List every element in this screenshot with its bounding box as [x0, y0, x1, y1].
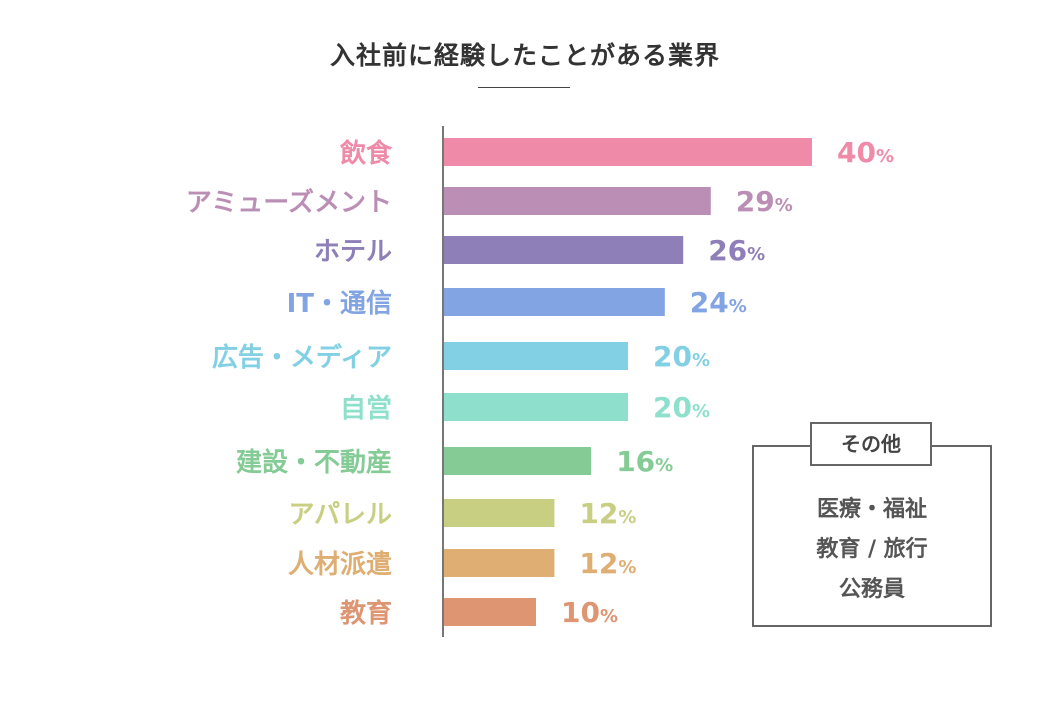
bar: [444, 342, 628, 370]
data-label: 12%: [579, 547, 636, 580]
category-label: 教育: [340, 598, 392, 629]
category-label: 人材派遣: [288, 550, 392, 580]
data-label: 10%: [561, 596, 618, 629]
category-label: アパレル: [289, 500, 392, 530]
category-label: 飲食: [339, 138, 393, 169]
category-label: 建設・不動産: [236, 447, 392, 478]
bar: [444, 499, 555, 527]
data-label: 29%: [736, 185, 793, 218]
data-label: 40%: [837, 136, 894, 169]
category-label: アミューズメント: [186, 187, 392, 218]
other-industries-box: [752, 445, 992, 627]
data-label: 20%: [653, 340, 710, 373]
category-label: 広告・メディア: [212, 342, 392, 373]
title-underline: [478, 87, 570, 88]
bar: [444, 288, 665, 316]
data-label: 24%: [690, 286, 747, 319]
bar: [444, 549, 555, 577]
chart-title: 入社前に経験したことがある業界: [329, 41, 720, 70]
other-industries-list: 医療・福祉 教育 / 旅行 公務員: [752, 490, 992, 610]
bar: [444, 598, 536, 626]
category-label: 自営: [340, 393, 392, 424]
bar: [444, 447, 592, 475]
bar: [444, 236, 684, 264]
category-label: ホテル: [314, 237, 392, 267]
other-industry-item: 医療・福祉: [816, 497, 927, 522]
bar: [444, 138, 812, 166]
bar: [444, 393, 628, 421]
other-industries-title: その他: [810, 422, 932, 466]
data-label: 12%: [579, 497, 636, 530]
other-industry-item: 公務員: [838, 577, 905, 602]
other-industry-item: 教育 / 旅行: [816, 537, 928, 562]
data-label: 16%: [616, 445, 673, 478]
data-label: 26%: [708, 234, 765, 267]
category-label: IT・通信: [287, 289, 392, 319]
data-label: 20%: [653, 391, 710, 424]
bar: [444, 187, 711, 215]
